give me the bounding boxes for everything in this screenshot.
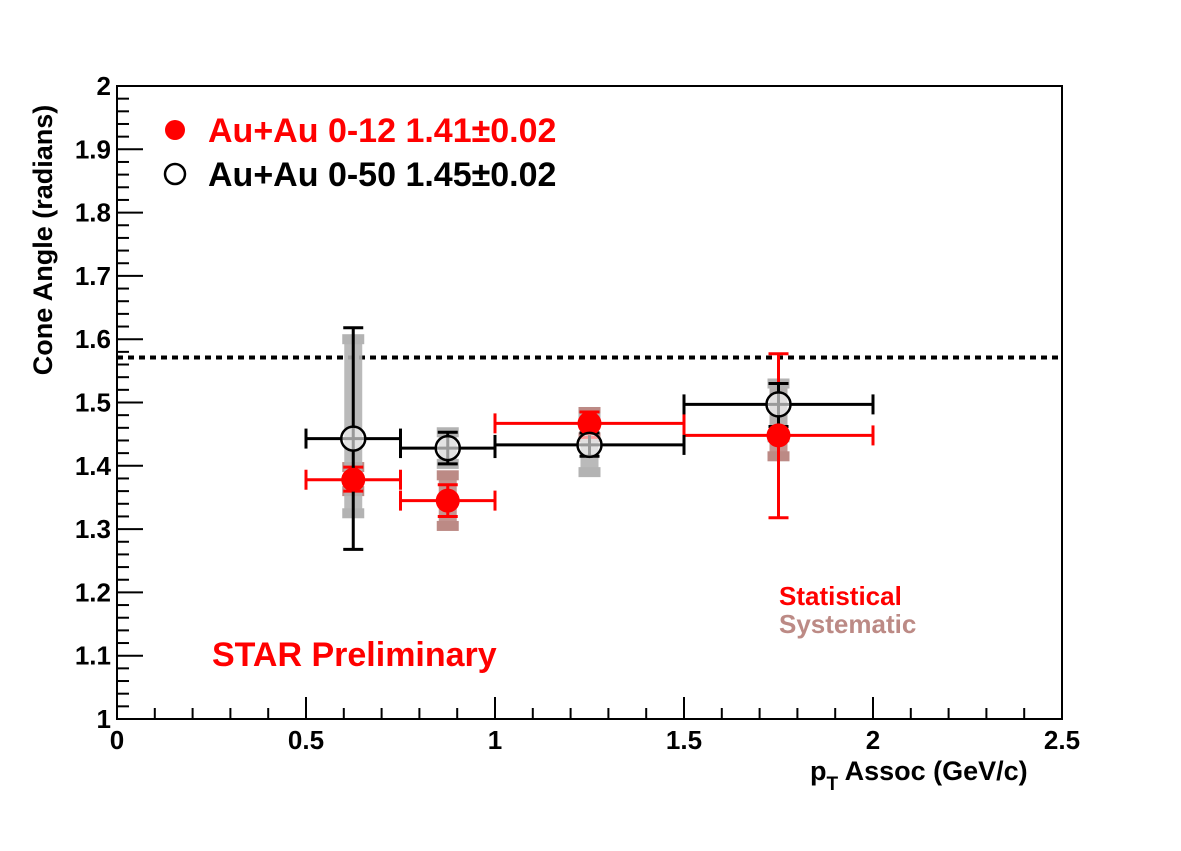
x-axis-label-p: p bbox=[810, 756, 827, 786]
y-tick-label: 1.7 bbox=[75, 261, 111, 291]
systematic-error-cap bbox=[578, 467, 601, 478]
data-point-open bbox=[765, 391, 792, 418]
y-tick-label: 1.6 bbox=[75, 324, 111, 354]
legend-label: Au+Au 0-50 1.45±0.02 bbox=[208, 156, 556, 194]
statistical-label: Statistical bbox=[779, 581, 902, 611]
x-axis-label-rest: Assoc (GeV/c) bbox=[838, 756, 1028, 786]
data-point-open bbox=[576, 431, 603, 459]
x-tick-label: 2.5 bbox=[1044, 725, 1080, 755]
y-axis-label: Cone Angle (radians) bbox=[28, 105, 58, 376]
y-tick-label: 1.2 bbox=[75, 577, 111, 607]
legend-marker-filled bbox=[165, 120, 185, 140]
data-point-open bbox=[434, 434, 461, 462]
x-axis-label: pT Assoc (GeV/c) bbox=[810, 756, 1028, 795]
data-point-open bbox=[340, 425, 367, 452]
systematic-error-cap bbox=[436, 520, 459, 531]
y-tick-label: 1 bbox=[97, 704, 111, 734]
data-point-filled bbox=[577, 411, 602, 436]
x-tick-label: 0 bbox=[110, 725, 124, 755]
x-tick-label: 1 bbox=[488, 725, 502, 755]
x-tick-label: 2 bbox=[866, 725, 880, 755]
systematic-error-cap bbox=[436, 470, 459, 481]
y-tick-label: 1.9 bbox=[75, 134, 111, 164]
y-tick-label: 1.5 bbox=[75, 388, 111, 418]
y-tick-label: 2 bbox=[97, 71, 111, 101]
legend-marker-open bbox=[163, 162, 187, 186]
star-preliminary-label: STAR Preliminary bbox=[212, 636, 497, 674]
x-tick-label: 0.5 bbox=[288, 725, 324, 755]
y-tick-label: 1.4 bbox=[75, 451, 112, 481]
legend-label: Au+Au 0-12 1.41±0.02 bbox=[208, 112, 556, 150]
data-point-filled bbox=[435, 488, 460, 513]
x-axis-label-subscript: T bbox=[827, 774, 839, 795]
y-tick-label: 1.8 bbox=[75, 198, 111, 228]
x-tick-label: 1.5 bbox=[666, 725, 702, 755]
data-point-filled bbox=[341, 467, 366, 492]
systematic-label: Systematic bbox=[779, 609, 916, 639]
data-point-filled bbox=[766, 423, 791, 448]
y-tick-label: 1.3 bbox=[75, 514, 111, 544]
y-tick-label: 1.1 bbox=[75, 641, 111, 671]
